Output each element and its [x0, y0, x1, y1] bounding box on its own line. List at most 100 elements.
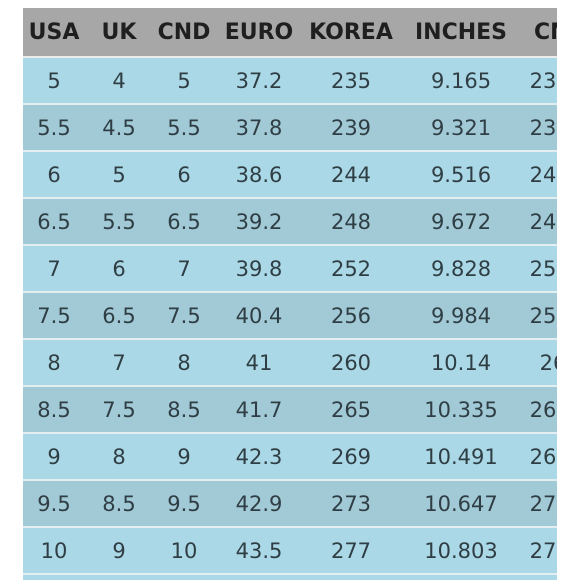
cell-inches: 10.647 — [399, 480, 523, 528]
cell-usa: 10 — [23, 527, 85, 575]
cell-euro: 41 — [215, 339, 303, 387]
cell-cm: 25.2 — [523, 245, 557, 293]
cell-uk: 8.5 — [85, 480, 153, 528]
cell-usa: 7 — [23, 245, 85, 293]
cell-korea: 239 — [303, 104, 399, 152]
cell-korea: 260 — [303, 339, 399, 387]
cell-euro: 38.6 — [215, 151, 303, 199]
cell-inches: 10.491 — [399, 433, 523, 481]
size-chart-table: USA UK CND EURO KOREA INCHES CM 5 4 5 37… — [23, 8, 557, 580]
header-cm: CM — [523, 8, 557, 58]
cell-korea: 273 — [303, 480, 399, 528]
cell-korea: 265 — [303, 386, 399, 434]
cell-cnd: 8 — [153, 339, 215, 387]
cell-euro: 41.7 — [215, 386, 303, 434]
cell-euro: 42.9 — [215, 480, 303, 528]
cell-cm: 27.3 — [523, 480, 557, 528]
cell-inches: 9.165 — [399, 57, 523, 105]
cell-cnd: 5 — [153, 57, 215, 105]
cell-cnd: 6.5 — [153, 198, 215, 246]
cell-inches: 9.321 — [399, 104, 523, 152]
cell-uk: 5.5 — [85, 198, 153, 246]
cell-euro: 37.8 — [215, 104, 303, 152]
header-uk: UK — [85, 8, 153, 58]
cell-cnd: 7 — [153, 245, 215, 293]
cell-korea: 244 — [303, 151, 399, 199]
cell-cnd: 9.5 — [153, 480, 215, 528]
cell-cm: 27.7 — [523, 527, 557, 575]
cell-cm: 23.9 — [523, 104, 557, 152]
cell-usa: 6 — [23, 151, 85, 199]
cell-euro: 43.5 — [215, 527, 303, 575]
cell-uk: 4.5 — [85, 104, 153, 152]
cell-korea: 252 — [303, 245, 399, 293]
cell-usa: 9 — [23, 433, 85, 481]
size-chart-container: USA UK CND EURO KOREA INCHES CM 5 4 5 37… — [23, 8, 557, 580]
cell-inches: 10.335 — [399, 386, 523, 434]
header-row: USA UK CND EURO KOREA INCHES CM — [23, 8, 557, 58]
cell-uk: 9 — [85, 527, 153, 575]
cell-euro: 37.2 — [215, 57, 303, 105]
cell-inches: 9.984 — [399, 292, 523, 340]
cell-cnd: 9 — [153, 433, 215, 481]
cell-inches: 9.516 — [399, 151, 523, 199]
cell-inches: 9.672 — [399, 198, 523, 246]
cell-usa: 9.5 — [23, 480, 85, 528]
table-row: 10 9 10 43.5 277 10.803 27.7 — [23, 527, 557, 575]
cell-cnd: 8.5 — [153, 386, 215, 434]
cell-cm: 24.8 — [523, 198, 557, 246]
cell-uk: 6.5 — [85, 292, 153, 340]
cell-korea: 248 — [303, 198, 399, 246]
table-row: 6 5 6 38.6 244 9.516 24.4 — [23, 151, 557, 199]
header-korea: KOREA — [303, 8, 399, 58]
cell-cm: 23.5 — [523, 57, 557, 105]
cell-euro: 39.8 — [215, 245, 303, 293]
cell-korea: 277 — [303, 527, 399, 575]
cell-usa: 8.5 — [23, 386, 85, 434]
cell-uk: 6 — [85, 245, 153, 293]
cell-euro: 39.2 — [215, 198, 303, 246]
cell-uk: 7.5 — [85, 386, 153, 434]
cell-inches: 9.828 — [399, 245, 523, 293]
cell-inches: 10.803 — [399, 527, 523, 575]
cell-korea: 235 — [303, 57, 399, 105]
table-row: 7.5 6.5 7.5 40.4 256 9.984 25.6 — [23, 292, 557, 340]
cell-uk: 7 — [85, 339, 153, 387]
cell-cm: 26.5 — [523, 386, 557, 434]
cell-cm: 24.4 — [523, 151, 557, 199]
cell-korea: 269 — [303, 433, 399, 481]
table-row: 9 8 9 42.3 269 10.491 26.9 — [23, 433, 557, 481]
cell-usa: 5 — [23, 57, 85, 105]
header-usa: USA — [23, 8, 85, 58]
table-row: 9.5 8.5 9.5 42.9 273 10.647 27.3 — [23, 480, 557, 528]
cell-inches: 10.14 — [399, 339, 523, 387]
cell-usa: 8 — [23, 339, 85, 387]
cell-uk: 4 — [85, 57, 153, 105]
header-inches: INCHES — [399, 8, 523, 58]
cell-uk: 8 — [85, 433, 153, 481]
cell-uk: 5 — [85, 151, 153, 199]
cell-usa: 7.5 — [23, 292, 85, 340]
cell-cm: 25.6 — [523, 292, 557, 340]
table-row: 8.5 7.5 8.5 41.7 265 10.335 26.5 — [23, 386, 557, 434]
cell-cm: 26.9 — [523, 433, 557, 481]
cell-usa: 6.5 — [23, 198, 85, 246]
cell-cnd: 6 — [153, 151, 215, 199]
table-row: 7 6 7 39.8 252 9.828 25.2 — [23, 245, 557, 293]
table-row: 5.5 4.5 5.5 37.8 239 9.321 23.9 — [23, 104, 557, 152]
table-row-partial — [23, 574, 557, 580]
table-row: 8 7 8 41 260 10.14 26 — [23, 339, 557, 387]
cell-korea: 256 — [303, 292, 399, 340]
cell-cnd: 5.5 — [153, 104, 215, 152]
cell-usa: 5.5 — [23, 104, 85, 152]
cell-euro: 42.3 — [215, 433, 303, 481]
table-row: 6.5 5.5 6.5 39.2 248 9.672 24.8 — [23, 198, 557, 246]
header-cnd: CND — [153, 8, 215, 58]
cell-cnd: 7.5 — [153, 292, 215, 340]
header-euro: EURO — [215, 8, 303, 58]
cell-cm: 26 — [523, 339, 557, 387]
table-row: 5 4 5 37.2 235 9.165 23.5 — [23, 57, 557, 105]
cell-cnd: 10 — [153, 527, 215, 575]
cell-euro: 40.4 — [215, 292, 303, 340]
